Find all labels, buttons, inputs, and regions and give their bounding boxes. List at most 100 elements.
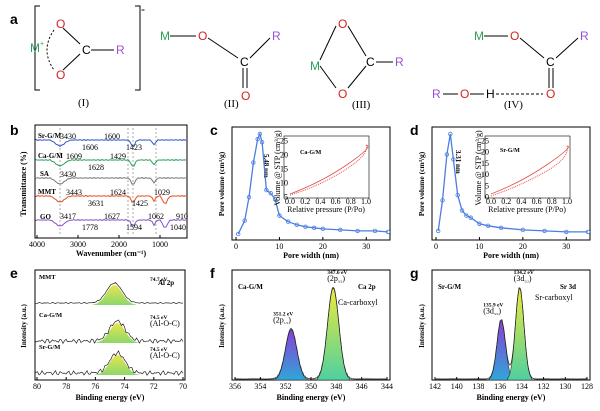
d-inset-xticks: 0.0 0.2 0.4 0.6 0.8 1.0	[486, 197, 572, 206]
inset-x-tick: 0.8	[346, 197, 356, 206]
b-peak-label: 910	[176, 212, 188, 221]
x-tick-label: 354	[254, 382, 266, 391]
x-tick-label: 350	[305, 382, 317, 391]
b-peak-label: 1628	[88, 163, 104, 172]
pore-point	[285, 219, 291, 224]
panel-label-b: b	[10, 122, 19, 138]
x-tick-label: 72	[150, 382, 158, 391]
bond-1a	[62, 27, 81, 45]
b-ylabel: Transmittance (%)	[19, 151, 28, 216]
c-isotherm-ads	[289, 144, 368, 196]
e-trace	[35, 319, 184, 345]
inset-x-tick: 1.0	[562, 197, 572, 206]
oxygen-4c: O	[460, 87, 469, 101]
inset-x-tick: 0.0	[285, 197, 295, 206]
xps-peak-assign: (2p1/2)	[273, 316, 291, 326]
pore-point	[303, 224, 308, 230]
inset-y-tick: 15	[481, 159, 489, 168]
x-tick-label: 352	[280, 382, 292, 391]
b-peak-label: 1429	[110, 152, 126, 161]
pore-point	[520, 227, 526, 233]
e-trace	[35, 350, 184, 376]
r-group-2: R	[272, 29, 281, 43]
x-tick-label: 70	[179, 382, 187, 391]
inset-y-tick: 0	[485, 193, 489, 202]
x-tick-label: 78	[62, 382, 70, 391]
frame-b	[34, 124, 188, 239]
pore-point	[277, 213, 282, 218]
inset-x-tick: 0.6	[532, 197, 542, 206]
b-peak-label: 3443	[66, 188, 82, 197]
frame-d	[431, 126, 591, 241]
e-ylabel: Intensity (a.u.)	[20, 303, 28, 347]
scheme-3-label: (III)	[352, 99, 371, 111]
oxygen-1a: O	[56, 17, 65, 31]
pore-point	[338, 227, 343, 233]
d-inset	[484, 135, 571, 199]
e-assign-label: (Al-O-C)	[150, 319, 180, 328]
x-tick-label: 134	[516, 382, 528, 391]
d-pore-curve	[437, 133, 588, 233]
f-element: Ca 2p	[358, 283, 376, 291]
pore-point	[235, 231, 241, 237]
carbon-2: C	[240, 55, 249, 69]
inset-y-tick: 10	[481, 170, 489, 179]
c-xlabel: Pore width (nm)	[283, 251, 339, 260]
x-tick-label: 74	[121, 382, 129, 391]
panel-d: d Pore volume (cm³/g) Pore width (nm) 3.…	[410, 122, 591, 260]
bond-2b	[207, 37, 239, 59]
xps-envelope	[234, 286, 388, 381]
f-title: Ca-G/M	[238, 283, 263, 291]
bracket-right	[135, 5, 141, 91]
x-tick-label: 346	[356, 382, 368, 391]
b-x-ticks: 4000 3000 2000 1000	[29, 235, 168, 249]
scheme-4-label: (IV)	[504, 99, 523, 111]
pore-point	[498, 225, 504, 231]
f-peaks: 351.2 eV(2p1/2) 347.6 eV(2p3/2)	[234, 270, 388, 381]
b-peak-label: 1425	[132, 199, 148, 208]
d-xlabel: Pore width (nm)	[483, 251, 539, 260]
c-annotation: 5.48 nm	[262, 154, 270, 178]
pore-point	[372, 228, 378, 234]
e-trace	[35, 282, 184, 304]
b-peak-label: 3430	[60, 132, 76, 141]
pore-point	[455, 192, 460, 198]
bond-4b	[519, 37, 545, 59]
pore-point	[264, 187, 269, 193]
pore-point	[385, 229, 391, 235]
xps-peak-label: 135.9 eV	[483, 302, 503, 308]
x-tick-label: 132	[538, 382, 550, 391]
d-isotherm-des	[490, 145, 569, 195]
metal-3: M	[310, 59, 320, 73]
g-element: Sr 3d	[560, 283, 576, 291]
panel-e: e Intensity (a.u.) Binding energy (eV) A…	[10, 265, 187, 402]
e-assign-label: (Al-O-C)	[150, 351, 180, 360]
g-xlabel: Binding energy (eV)	[477, 393, 546, 402]
pore-point	[355, 228, 360, 234]
inset-x-tick: 0.2	[300, 197, 310, 206]
bond-4c	[555, 37, 579, 59]
c-inset-yticks: 5 10 15 20 25	[280, 137, 288, 202]
bond-3c	[347, 25, 367, 57]
inset-x-tick: 0.8	[547, 197, 557, 206]
b-peak-label: 1609	[66, 152, 82, 161]
pore-point	[251, 160, 256, 165]
inset-x-tick: 0.6	[331, 197, 341, 206]
e-peak-fill	[95, 355, 140, 375]
c-points	[235, 131, 391, 237]
r-group-4b: R	[432, 87, 441, 101]
x-tick-label: 30	[362, 242, 370, 251]
xps-peak-label: 134.2 eV	[514, 270, 534, 276]
inset-y-tick: 10	[280, 179, 288, 188]
r-group-1: R	[116, 43, 125, 57]
r-group-4: R	[580, 29, 589, 43]
d-points	[435, 131, 591, 235]
xps-envelope	[434, 287, 588, 381]
d-inset-yticks: 0 5 10 15 20 25	[481, 137, 489, 202]
scheme-4: M O C R O R O H (IV)	[432, 29, 589, 111]
bond-1b	[62, 53, 81, 71]
bond-3b	[319, 65, 337, 89]
oxygen-3b: O	[338, 87, 347, 101]
x-tick-label: 4000	[29, 240, 45, 249]
